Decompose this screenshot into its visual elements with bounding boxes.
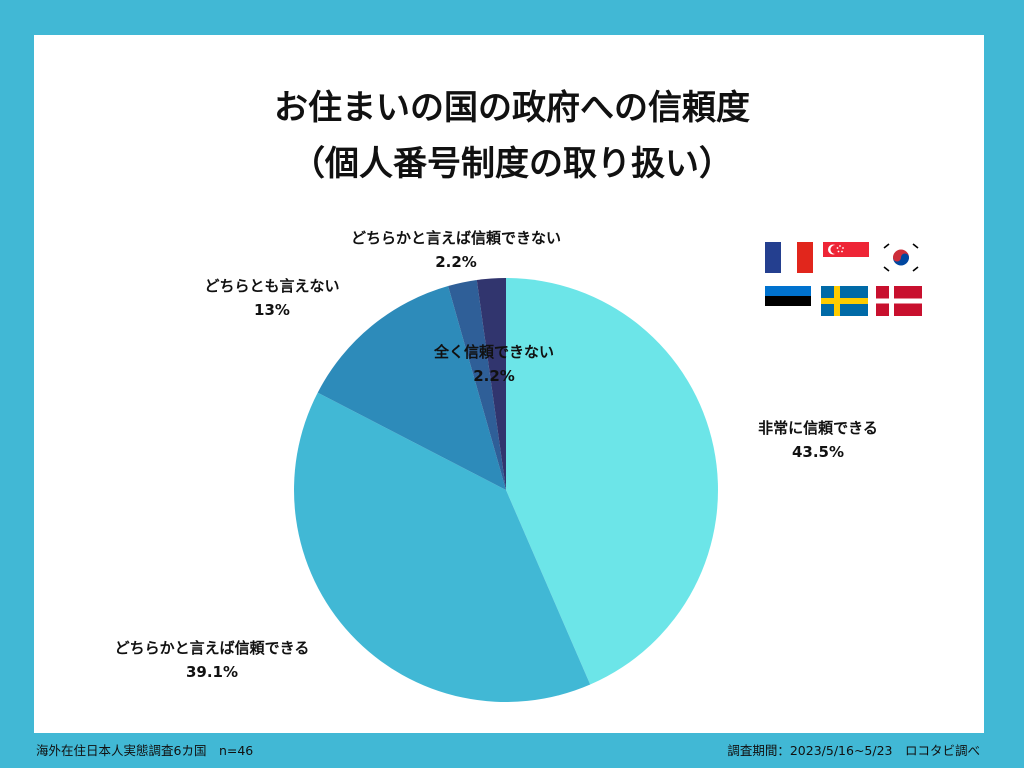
- slice-name: どちらとも言えない: [204, 277, 340, 295]
- slice-label-somewhat-trust: どちらかと言えば信頼できる 39.1%: [115, 636, 310, 684]
- pie-slice-neutral: [317, 286, 506, 490]
- slice-label-somewhat-distrust: どちらかと言えば信頼できない 2.2%: [351, 226, 561, 274]
- slice-name: どちらかと言えば信頼できる: [114, 639, 310, 657]
- slice-value: 39.1%: [185, 663, 239, 681]
- slice-label-very-trust: 非常に信頼できる 43.5%: [758, 416, 878, 464]
- slice-name: 全く信頼できない: [433, 343, 555, 361]
- slice-value: 43.5%: [791, 443, 845, 461]
- slice-name: どちらかと言えば信頼できない: [350, 229, 562, 247]
- slice-name: 非常に信頼できる: [758, 419, 878, 437]
- chart-title: お住まいの国の政府への信頼度 （個人番号制度の取り扱い）: [0, 80, 1024, 192]
- slice-value: 2.2%: [435, 253, 477, 271]
- footer-survey-period: 調査期間：2023/5/16~5/23 ロコタビ調べ: [727, 743, 980, 758]
- title-line-1: お住まいの国の政府への信頼度: [274, 88, 750, 128]
- footer-survey-info: 海外在住日本人実態調査6カ国 n=46: [36, 743, 254, 758]
- slice-value: 2.2%: [473, 367, 515, 385]
- pie-slice-somewhat-trust: [294, 392, 591, 702]
- slice-label-neutral: どちらとも言えない 13%: [204, 274, 339, 322]
- pie-slice-somewhat-distrust: [448, 280, 506, 490]
- slice-value: 13%: [254, 301, 290, 319]
- pie-slice-very-trust: [506, 278, 718, 685]
- slice-label-no-trust: 全く信頼できない 2.2%: [434, 340, 554, 388]
- pie-slice-no-trust: [476, 278, 506, 490]
- title-line-2: （個人番号制度の取り扱い）: [291, 144, 733, 184]
